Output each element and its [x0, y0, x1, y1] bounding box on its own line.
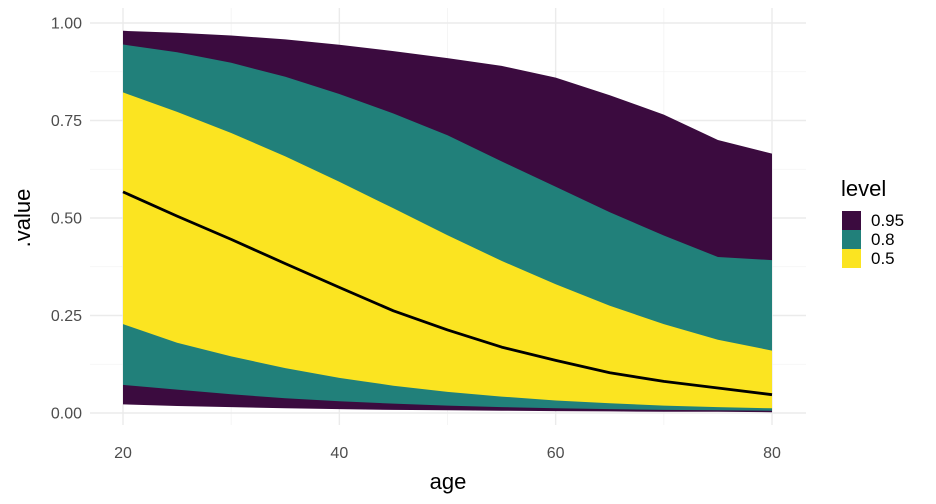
legend-swatch — [842, 211, 861, 230]
y-axis-ticks: 0.00 0.25 0.50 0.75 1.00 — [51, 16, 82, 423]
legend-swatch — [842, 249, 861, 268]
legend-label: 0.95 — [871, 211, 904, 230]
y-tick-label: 0.00 — [51, 406, 82, 423]
legend: level 0.950.80.5 — [841, 176, 904, 268]
x-axis-title: age — [430, 469, 467, 494]
y-tick-label: 1.00 — [51, 16, 82, 33]
median-line-layer — [122, 190, 773, 397]
x-tick-label: 40 — [330, 445, 348, 462]
x-tick-label: 80 — [763, 445, 781, 462]
ribbon-0-5 — [123, 92, 772, 409]
interval-ribbons — [123, 30, 772, 413]
y-tick-label: 0.25 — [51, 308, 82, 325]
x-tick-label: 20 — [114, 445, 132, 462]
legend-label: 0.8 — [871, 230, 895, 249]
x-axis-ticks: 20 40 60 80 — [114, 445, 781, 462]
median-line — [122, 190, 773, 397]
legend-label: 0.5 — [871, 249, 895, 268]
x-tick-label: 60 — [547, 445, 565, 462]
y-axis-title: .value — [10, 189, 35, 248]
y-tick-label: 0.50 — [51, 211, 82, 228]
legend-entries: 0.950.80.5 — [842, 211, 904, 268]
y-tick-label: 0.75 — [51, 113, 82, 130]
legend-swatch — [842, 230, 861, 249]
legend-title: level — [841, 176, 886, 201]
